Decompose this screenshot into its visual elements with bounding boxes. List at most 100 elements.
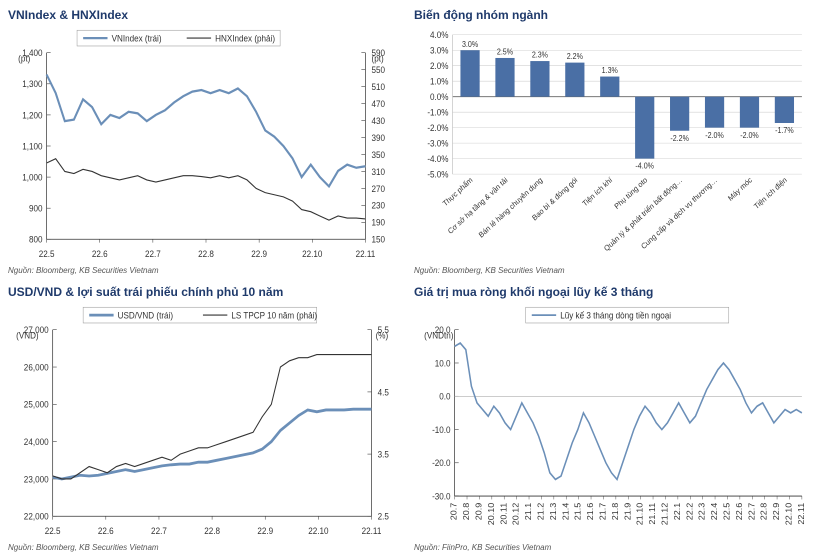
svg-text:-1.7%: -1.7% xyxy=(775,126,794,135)
chart-source: Nguồn: Bloomberg, KB Securities Vietnam xyxy=(8,543,404,552)
svg-text:2.2%: 2.2% xyxy=(567,52,584,61)
svg-text:21.2: 21.2 xyxy=(536,503,545,521)
svg-text:21.3: 21.3 xyxy=(548,503,557,521)
chart-source: Nguồn: Bloomberg, KB Securities Vietnam xyxy=(8,266,404,275)
svg-text:21.5: 21.5 xyxy=(573,503,582,521)
svg-text:-4.0%: -4.0% xyxy=(635,161,654,170)
svg-text:550: 550 xyxy=(372,65,386,75)
svg-text:350: 350 xyxy=(372,149,386,159)
svg-text:22.10: 22.10 xyxy=(302,249,323,259)
svg-text:1,000: 1,000 xyxy=(22,172,43,182)
svg-text:27,000: 27,000 xyxy=(24,325,49,335)
svg-text:22.5: 22.5 xyxy=(39,249,55,259)
svg-text:20.0: 20.0 xyxy=(435,325,451,335)
svg-text:2.0%: 2.0% xyxy=(430,61,449,71)
svg-text:21.11: 21.11 xyxy=(647,503,656,525)
svg-text:22.7: 22.7 xyxy=(145,249,161,259)
svg-text:1,200: 1,200 xyxy=(22,110,43,120)
svg-text:-20.0: -20.0 xyxy=(432,458,451,468)
chart-usdvnd: USD/VND (trái)LS TPCP 10 năm (phải)(VND)… xyxy=(8,305,404,541)
svg-text:-3.0%: -3.0% xyxy=(427,138,449,148)
svg-text:21.12: 21.12 xyxy=(660,503,669,526)
svg-text:26,000: 26,000 xyxy=(24,362,49,372)
svg-text:23,000: 23,000 xyxy=(24,474,49,484)
svg-text:Máy móc: Máy móc xyxy=(726,175,754,203)
svg-text:900: 900 xyxy=(29,203,43,213)
panel-title: USD/VND & lợi suất trái phiếu chính phủ … xyxy=(8,285,404,299)
chart-sector: -5.0%-4.0%-3.0%-2.0%-1.0%0.0%1.0%2.0%3.0… xyxy=(414,28,810,264)
svg-text:4.5: 4.5 xyxy=(378,387,389,397)
svg-text:USD/VND (trái): USD/VND (trái) xyxy=(118,310,174,320)
svg-text:Tiện ích khí: Tiện ích khí xyxy=(581,175,615,209)
svg-text:21.7: 21.7 xyxy=(598,503,607,521)
svg-text:22.10: 22.10 xyxy=(784,503,793,526)
svg-text:-1.0%: -1.0% xyxy=(427,107,449,117)
svg-text:20.8: 20.8 xyxy=(461,503,470,521)
svg-text:22.9: 22.9 xyxy=(251,249,267,259)
svg-text:LS TPCP 10 năm (phải): LS TPCP 10 năm (phải) xyxy=(231,310,317,320)
svg-text:310: 310 xyxy=(372,166,386,176)
svg-text:470: 470 xyxy=(372,99,386,109)
svg-text:4.0%: 4.0% xyxy=(430,30,449,40)
svg-text:20.12: 20.12 xyxy=(511,503,520,526)
svg-text:1,300: 1,300 xyxy=(22,79,43,89)
svg-text:5.5: 5.5 xyxy=(378,325,389,335)
svg-text:-5.0%: -5.0% xyxy=(427,169,449,179)
svg-text:-2.0%: -2.0% xyxy=(427,123,449,133)
svg-text:1.3%: 1.3% xyxy=(602,66,619,75)
svg-text:22.6: 22.6 xyxy=(734,503,743,521)
chart-foreign: Lũy kế 3 tháng dòng tiền ngoại(VNDtn)-30… xyxy=(414,305,810,541)
svg-text:1.0%: 1.0% xyxy=(430,76,449,86)
svg-text:22.3: 22.3 xyxy=(697,503,706,521)
svg-text:3.0%: 3.0% xyxy=(462,40,479,49)
svg-text:22.7: 22.7 xyxy=(151,526,167,536)
svg-text:20.10: 20.10 xyxy=(486,503,495,526)
panel-title: VNIndex & HNXIndex xyxy=(8,8,404,22)
svg-text:-2.0%: -2.0% xyxy=(740,130,759,139)
svg-text:-4.0%: -4.0% xyxy=(427,154,449,164)
chart-vnindex: VNIndex (trái)HNXIndex (phải)(pt)(pt)800… xyxy=(8,28,404,264)
svg-text:2.3%: 2.3% xyxy=(532,50,549,59)
svg-text:430: 430 xyxy=(372,116,386,126)
svg-text:24,000: 24,000 xyxy=(24,437,49,447)
svg-text:22.6: 22.6 xyxy=(92,249,108,259)
svg-text:Thực phẩm: Thực phẩm xyxy=(441,175,474,208)
panel-title: Giá trị mua ròng khối ngoại lũy kế 3 thá… xyxy=(414,285,810,299)
svg-text:22.2: 22.2 xyxy=(685,503,694,521)
svg-text:Phụ tùng oto: Phụ tùng oto xyxy=(613,175,649,211)
svg-text:1,100: 1,100 xyxy=(22,141,43,151)
chart-source: Nguồn: FiinPro, KB Securities Vietnam xyxy=(414,543,810,552)
svg-text:22.11: 22.11 xyxy=(356,249,376,259)
svg-text:22.4: 22.4 xyxy=(710,503,719,521)
panel-title: Biến động nhóm ngành xyxy=(414,8,810,22)
svg-text:22.7: 22.7 xyxy=(747,503,756,521)
svg-text:22.11: 22.11 xyxy=(362,526,382,536)
svg-text:510: 510 xyxy=(372,82,386,92)
svg-text:0.0: 0.0 xyxy=(439,391,450,401)
svg-text:270: 270 xyxy=(372,183,386,193)
svg-text:22.10: 22.10 xyxy=(308,526,329,536)
svg-text:22.11: 22.11 xyxy=(796,503,805,525)
svg-text:21.6: 21.6 xyxy=(585,503,594,521)
svg-text:21.4: 21.4 xyxy=(561,503,570,521)
svg-text:21.1: 21.1 xyxy=(523,503,532,521)
svg-text:Cơ sở hạ tầng & vận tải: Cơ sở hạ tầng & vận tải xyxy=(446,175,509,236)
svg-text:-10.0: -10.0 xyxy=(432,424,451,434)
svg-text:22.8: 22.8 xyxy=(204,526,220,536)
svg-text:10.0: 10.0 xyxy=(435,358,451,368)
svg-text:190: 190 xyxy=(372,217,386,227)
svg-text:25,000: 25,000 xyxy=(24,399,49,409)
svg-text:150: 150 xyxy=(372,234,386,244)
svg-text:22.1: 22.1 xyxy=(672,503,681,521)
svg-text:20.7: 20.7 xyxy=(449,503,458,521)
svg-text:HNXIndex (phải): HNXIndex (phải) xyxy=(215,33,275,43)
svg-text:22.5: 22.5 xyxy=(45,526,61,536)
svg-text:22.6: 22.6 xyxy=(98,526,114,536)
svg-text:22.8: 22.8 xyxy=(198,249,214,259)
svg-text:390: 390 xyxy=(372,132,386,142)
svg-text:22,000: 22,000 xyxy=(24,511,49,521)
svg-text:2.5: 2.5 xyxy=(378,511,389,521)
svg-text:Lũy kế 3 tháng dòng tiền ngoại: Lũy kế 3 tháng dòng tiền ngoại xyxy=(560,310,671,320)
svg-text:3.5: 3.5 xyxy=(378,449,389,459)
svg-text:22.9: 22.9 xyxy=(257,526,273,536)
